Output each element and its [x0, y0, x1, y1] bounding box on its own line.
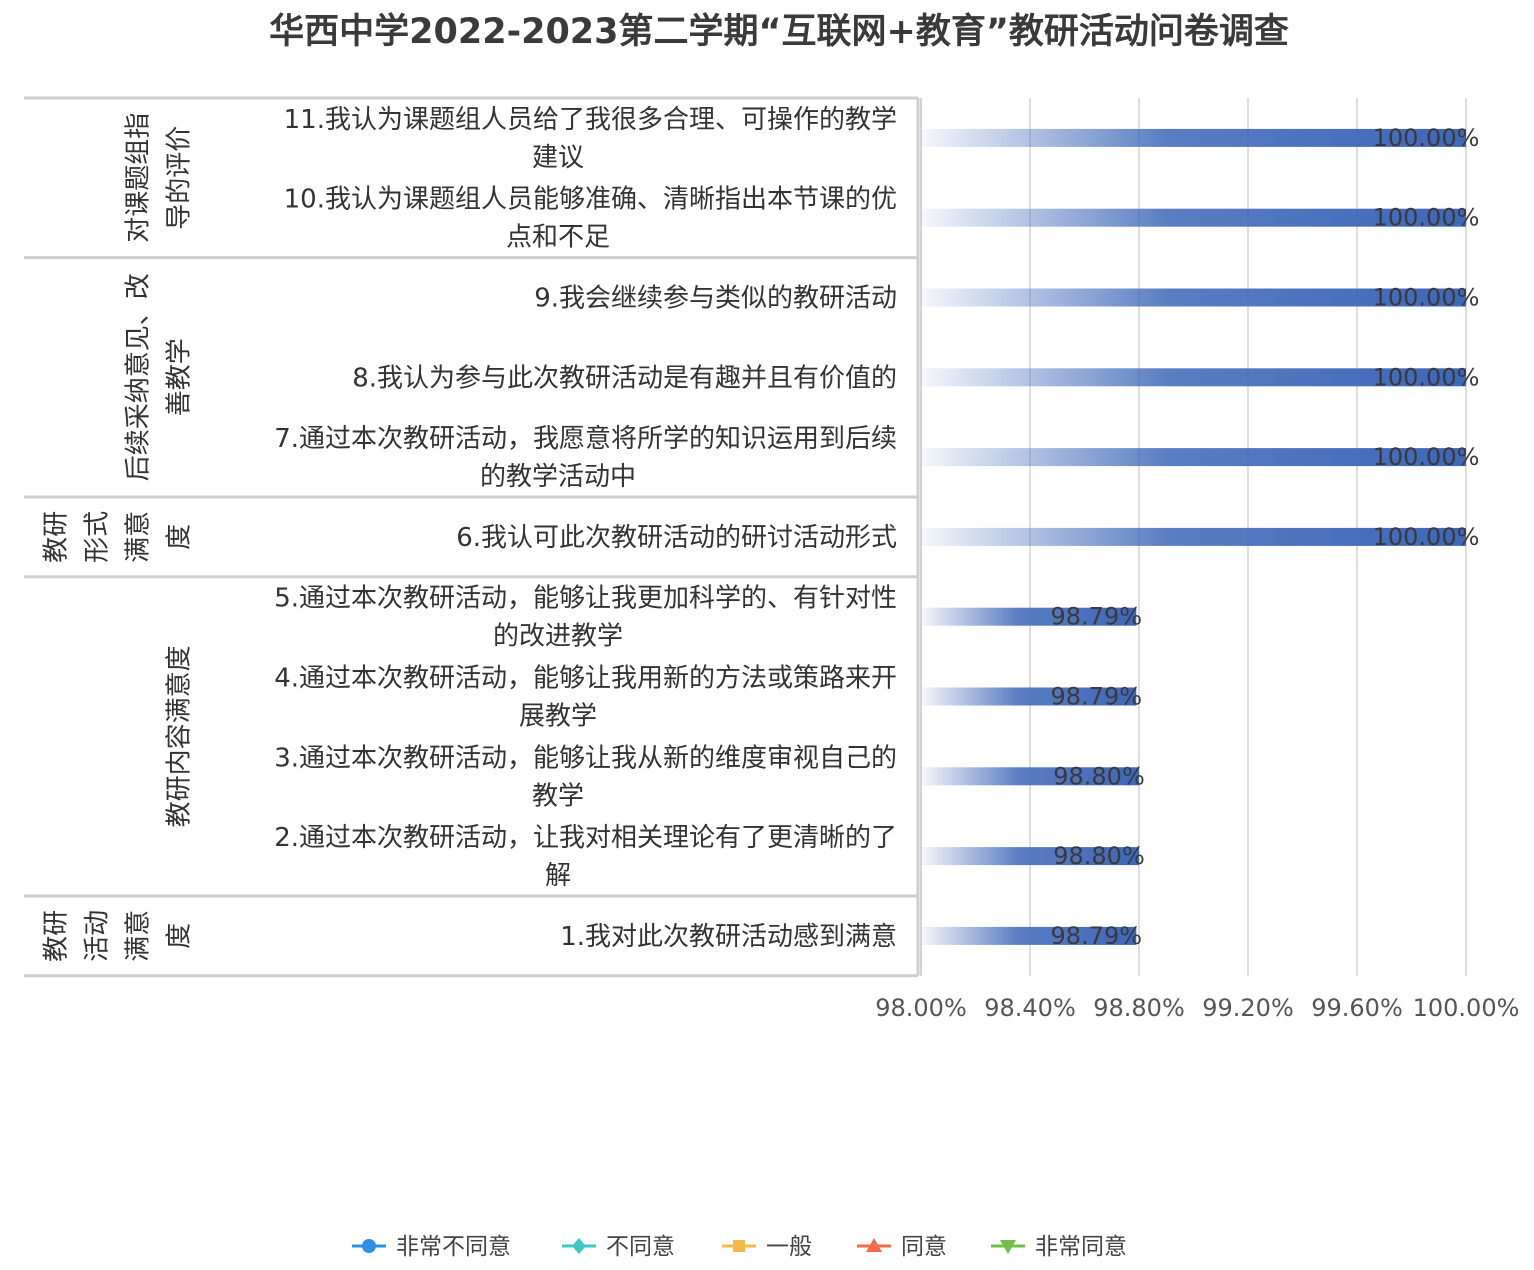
category-label: 解: [545, 861, 571, 891]
group-label: 教研内容满意度: [165, 645, 195, 827]
legend-item: 同意: [857, 1234, 947, 1260]
bars: 100.00% 100.00% 100.00% 100.00% 100.00% 100.0…: [921, 124, 1479, 950]
category-label: 11.我认为课题组人员给了我很多合理、可操作的教学: [284, 105, 897, 135]
legend-item: 非常不同意: [352, 1234, 511, 1260]
legend-label: 非常同意: [1035, 1234, 1127, 1260]
category-label: 9.我会继续参与类似的教研活动: [534, 284, 897, 314]
x-tick-label: 100.00%: [1413, 994, 1520, 1022]
bar: [921, 288, 1466, 307]
data-label: 100.00%: [1373, 124, 1480, 152]
data-label: 100.00%: [1373, 204, 1480, 232]
data-label: 100.00%: [1373, 523, 1480, 551]
group-label: 活动: [83, 910, 113, 962]
legend: 非常不同意 不同意 一般 同意 非常同意: [352, 1234, 1127, 1260]
bar: [921, 847, 1139, 866]
bar: [921, 607, 1137, 626]
category-label: 10.我认为课题组人员能够准确、清晰指出本节课的优: [284, 185, 897, 215]
category-label: 展教学: [519, 702, 597, 732]
category-label: 7.通过本次教研活动，我愿意将所学的知识运用到后续: [274, 424, 897, 454]
group-label: 对课题组指: [124, 113, 154, 243]
group-label: 形式: [83, 511, 113, 563]
bar: [921, 767, 1139, 786]
x-tick-label: 98.40%: [984, 994, 1076, 1022]
group-label: 度: [165, 923, 195, 949]
bar: [921, 448, 1466, 467]
category-label: 的改进教学: [493, 622, 623, 652]
category-label: 3.通过本次教研活动，能够让我从新的维度审视自己的: [274, 743, 897, 773]
data-label: 100.00%: [1373, 443, 1480, 471]
chart-title: 华西中学2022-2023第二学期“互联网+教育”教研活动问卷调查: [269, 11, 1289, 52]
data-label: 98.79%: [1051, 922, 1143, 950]
category-label: 教学: [532, 781, 584, 811]
category-label: 建议: [532, 143, 584, 173]
legend-label: 不同意: [606, 1234, 675, 1260]
category-label: 8.我认为参与此次教研活动是有趣并且有价值的: [352, 363, 897, 393]
group-label: 导的评价: [165, 126, 195, 230]
category-label: 点和不足: [506, 223, 610, 253]
category-label: 1.我对此次教研活动感到满意: [560, 922, 897, 952]
legend-label: 非常不同意: [396, 1234, 511, 1260]
bar: [921, 527, 1466, 546]
square-marker-icon: [733, 1240, 745, 1252]
legend-label: 一般: [766, 1234, 812, 1260]
legend-item: 非常同意: [991, 1234, 1127, 1260]
data-label: 100.00%: [1373, 284, 1480, 312]
x-tick-label: 99.60%: [1311, 994, 1403, 1022]
bar: [921, 208, 1466, 227]
group-label: 后续采纳意见、改: [124, 273, 154, 481]
bar: [921, 926, 1137, 945]
legend-label: 同意: [901, 1234, 947, 1260]
x-tick-label: 99.20%: [1202, 994, 1294, 1022]
category-label: 6.我认可此次教研活动的研讨活动形式: [456, 523, 897, 553]
category-label: 5.通过本次教研活动，能够让我更加科学的、有针对性: [274, 584, 897, 614]
diamond-marker-icon: [572, 1238, 586, 1254]
group-label: 满意: [124, 910, 154, 962]
bar: [921, 687, 1137, 706]
category-label: 的教学活动中: [480, 462, 636, 492]
bar: [921, 368, 1466, 387]
category-label: 4.通过本次教研活动，能够让我用新的方法或策路来开: [274, 664, 897, 694]
data-label: 98.79%: [1051, 683, 1143, 711]
group-label: 教研: [42, 511, 72, 563]
group-label: 教研: [42, 910, 72, 962]
group-label: 度: [165, 524, 195, 550]
legend-item: 不同意: [562, 1234, 675, 1260]
triangle-marker-icon: [866, 1238, 882, 1252]
legend-item: 一般: [722, 1234, 812, 1260]
data-label: 98.79%: [1051, 603, 1143, 631]
x-tick-label: 98.80%: [1093, 994, 1185, 1022]
circle-marker-icon: [362, 1239, 376, 1253]
data-label: 98.80%: [1053, 842, 1145, 870]
data-label: 98.80%: [1053, 762, 1145, 790]
group-label: 善教学: [165, 338, 195, 416]
x-axis: 98.00% 98.40% 98.80% 99.20% 99.60% 100.00%: [875, 994, 1519, 1022]
triangle-down-marker-icon: [1000, 1240, 1016, 1254]
data-label: 100.00%: [1373, 363, 1480, 391]
bar: [921, 128, 1466, 147]
x-tick-label: 98.00%: [875, 994, 967, 1022]
group-label: 满意: [124, 511, 154, 563]
category-label: 2.通过本次教研活动，让我对相关理论有了更清晰的了: [274, 823, 897, 853]
